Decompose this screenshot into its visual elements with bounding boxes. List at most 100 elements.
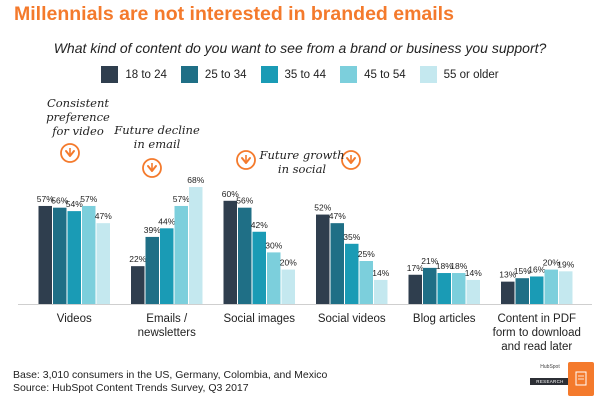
data-label: 54% [66, 199, 83, 209]
data-label: 60% [222, 189, 239, 199]
bar [423, 267, 437, 304]
data-label: 57% [37, 194, 54, 204]
down-arrow-circle-icon [142, 158, 162, 178]
category-label: Videos [57, 313, 92, 325]
data-label: 14% [465, 268, 482, 278]
down-arrow-circle-icon [60, 143, 80, 163]
data-label: 20% [543, 258, 560, 268]
chevron-down-icon [65, 150, 75, 157]
bar [359, 261, 373, 304]
legend: 18 to 24 25 to 34 35 to 44 45 to 54 55 o… [0, 66, 600, 83]
legend-item: 25 to 34 [180, 66, 247, 83]
category-label: Social images [223, 313, 295, 325]
annotation-future-decline: Future decline in email [111, 123, 203, 151]
category-label: form to download [493, 327, 581, 339]
bar [160, 228, 174, 304]
legend-label: 45 to 54 [364, 68, 406, 81]
bar [452, 273, 466, 304]
legend-label: 25 to 34 [204, 68, 247, 81]
annotation-line: Future growth [259, 148, 345, 162]
legend-item: 55 or older [419, 66, 499, 83]
bar [67, 211, 81, 304]
logo-brand: HubSpot [540, 364, 560, 370]
category-label: Content in PDF [497, 313, 576, 325]
footer-base: Base: 3,010 consumers in the US, Germany… [13, 369, 328, 381]
annotation-line: in social [277, 162, 327, 176]
category-label: Emails / [146, 313, 188, 325]
bar [281, 269, 295, 304]
bar [252, 231, 266, 304]
data-label: 42% [251, 220, 268, 230]
data-label: 52% [314, 203, 331, 213]
bar [223, 200, 237, 304]
data-label: 22% [129, 254, 146, 264]
annotation-line: in email [133, 137, 181, 151]
data-label: 44% [158, 216, 175, 226]
annotation-line: preference [46, 110, 110, 124]
document-badge-icon [568, 362, 594, 396]
category-label: Blog articles [413, 313, 476, 325]
data-label: 19% [557, 259, 574, 269]
bar [559, 271, 573, 304]
data-label: 13% [499, 270, 516, 280]
annotation-future-growth: Future growth in social [256, 148, 348, 176]
chevron-down-icon [241, 157, 251, 164]
data-label: 68% [187, 175, 204, 185]
bar [345, 243, 359, 304]
bar [238, 207, 252, 304]
legend-item: 45 to 54 [340, 66, 406, 83]
chevron-down-icon [346, 157, 356, 164]
chevron-down-icon [147, 165, 157, 172]
bar [466, 279, 480, 304]
chart-title: What kind of content do you want to see … [53, 40, 547, 56]
data-label: 30% [265, 240, 282, 250]
data-label: 47% [95, 211, 112, 221]
bar [330, 223, 344, 304]
down-arrow-circle-icon [341, 150, 361, 170]
bar [53, 207, 67, 304]
category-label: newsletters [138, 327, 196, 339]
legend-item: 35 to 44 [260, 66, 327, 83]
data-label: 16% [528, 264, 545, 274]
data-label: 57% [80, 194, 97, 204]
annotation-line: for video [52, 124, 104, 138]
data-label: 25% [358, 249, 375, 259]
legend-swatch [180, 66, 198, 83]
down-arrow-circle-icon [236, 150, 256, 170]
legend-swatch [101, 66, 119, 83]
data-label: 47% [329, 211, 346, 221]
bar [82, 205, 96, 304]
document-icon [575, 371, 587, 386]
footer-source: Source: HubSpot Content Trends Survey, Q… [13, 382, 249, 394]
bar [374, 279, 388, 304]
data-label: 21% [421, 256, 438, 266]
data-label: 56% [51, 196, 68, 206]
data-label: 35% [343, 232, 360, 242]
bar [544, 269, 558, 304]
bar [131, 266, 145, 304]
legend-label: 55 or older [443, 68, 499, 81]
bar [189, 187, 203, 304]
annotation-line: Future decline [114, 123, 200, 137]
annotation-consistent-video: Consistent preference for video [36, 96, 120, 138]
bar [437, 273, 451, 304]
bar [174, 205, 188, 304]
data-label: 17% [407, 263, 424, 273]
legend-label: 35 to 44 [284, 68, 327, 81]
bar [267, 252, 281, 304]
annotation-line: Consistent [46, 96, 110, 110]
category-label: and read later [501, 341, 572, 353]
bar [145, 236, 159, 304]
bar [38, 205, 52, 304]
bar [408, 274, 422, 304]
data-label: 18% [436, 261, 453, 271]
bar-chart: 57%56%54%57%47%Videos22%39%44%57%68%Emai… [18, 143, 592, 353]
legend-item: 18 to 24 [101, 66, 167, 83]
data-label: 18% [450, 261, 467, 271]
logo-tag: RESEARCH [530, 378, 570, 385]
bar [515, 278, 529, 304]
category-label: Social videos [318, 313, 386, 325]
legend-swatch [419, 66, 437, 83]
legend-swatch [260, 66, 278, 83]
data-label: 57% [173, 194, 190, 204]
